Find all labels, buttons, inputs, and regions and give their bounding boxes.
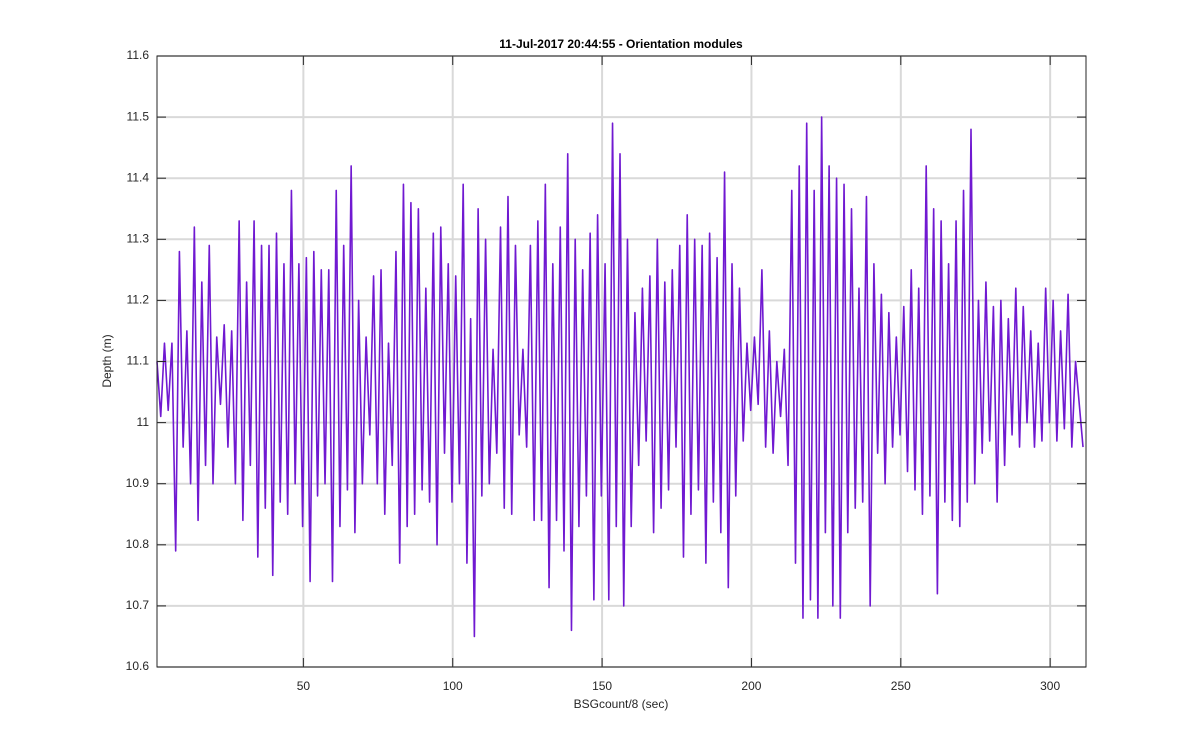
chart-title: 11-Jul-2017 20:44:55 - Orientation modul… [499,37,743,51]
axes: 50 100 150 200 250 300 10.6 10.7 10.8 10.9 11 11.1 1… [126,48,1087,693]
x-axis-label: BSGcount/8 (sec) [574,697,669,711]
axes-box [156,55,1087,668]
x-tick-label: 300 [1040,679,1060,693]
y-tick-label: 11.5 [127,109,150,123]
y-tick-label: 10.9 [126,476,150,490]
y-tick-label: 10.8 [126,537,150,551]
plot-area [156,116,1084,638]
y-tick-label: 10.7 [126,598,150,612]
x-tick-label: 200 [741,679,761,693]
x-tick-label: 100 [443,679,463,693]
y-tick-label: 11.6 [127,48,150,62]
x-tick-label: 250 [891,679,911,693]
y-tick-label: 11.2 [127,293,150,307]
data-line [156,116,1084,638]
y-tick-label: 11.4 [127,170,150,184]
y-tick-label: 10.6 [126,659,150,673]
x-tick-label: 150 [592,679,612,693]
y-tick-label: 11.3 [127,231,150,245]
x-tick-label: 50 [297,679,311,693]
y-tick-label: 11.1 [127,354,150,368]
y-axis-label: Depth (m) [100,334,114,387]
y-tick-label: 11 [137,415,150,429]
